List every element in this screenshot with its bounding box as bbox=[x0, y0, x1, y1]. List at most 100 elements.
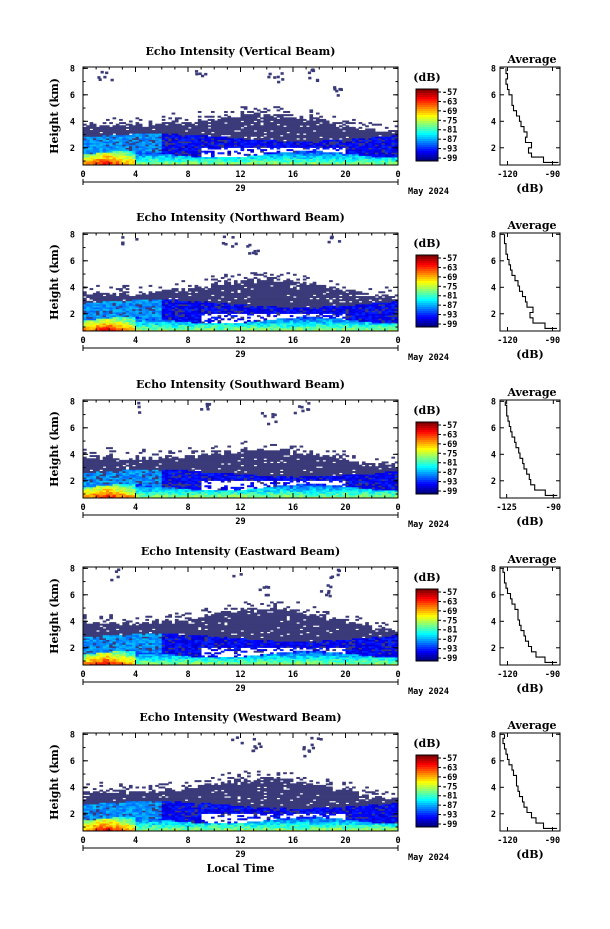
heatmap-cell bbox=[325, 134, 330, 137]
heatmap-cell bbox=[348, 122, 353, 125]
heatmap-cell bbox=[289, 153, 294, 156]
heatmap-cell bbox=[256, 141, 261, 144]
heatmap-cell bbox=[201, 137, 205, 140]
heatmap-cell bbox=[250, 291, 255, 294]
heatmap-cell bbox=[233, 310, 238, 313]
heatmap-cell bbox=[194, 300, 199, 303]
heatmap-cell bbox=[132, 327, 136, 330]
heatmap-cell bbox=[312, 297, 317, 300]
heatmap-cell bbox=[273, 294, 277, 297]
heatmap-cell bbox=[302, 319, 307, 322]
heatmap-cell bbox=[283, 144, 287, 147]
heatmap-cell bbox=[348, 152, 353, 155]
heatmap-cell bbox=[335, 157, 340, 160]
heatmap-cell bbox=[260, 161, 264, 164]
heatmap-cell bbox=[270, 297, 274, 300]
heatmap-cell bbox=[296, 160, 300, 163]
heatmap-cell bbox=[99, 324, 104, 327]
heatmap-cell bbox=[289, 117, 294, 120]
heatmap-cell bbox=[348, 130, 353, 133]
heatmap-cell bbox=[322, 125, 327, 128]
heatmap-cell bbox=[270, 326, 274, 329]
heatmap-cell bbox=[158, 123, 163, 126]
heatmap-cell bbox=[230, 125, 235, 128]
heatmap-cell bbox=[188, 125, 192, 128]
heatmap-cell bbox=[96, 307, 100, 310]
heatmap-cell bbox=[283, 311, 287, 314]
heatmap-cell bbox=[293, 130, 297, 133]
heatmap-cell bbox=[207, 307, 212, 310]
heatmap-cell bbox=[388, 149, 392, 152]
heatmap-cell bbox=[217, 131, 222, 134]
heatmap-cell bbox=[296, 150, 300, 153]
heatmap-cell bbox=[230, 134, 235, 137]
heatmap-cell bbox=[128, 305, 133, 308]
heatmap-cell bbox=[105, 292, 110, 295]
colorbar-segment bbox=[416, 107, 438, 110]
y-tick-label: 8 bbox=[70, 64, 75, 74]
heatmap-cell bbox=[270, 163, 274, 166]
heatmap-cell bbox=[240, 311, 245, 314]
heatmap-cell bbox=[105, 118, 110, 121]
heatmap-cell bbox=[125, 307, 130, 310]
heatmap-cell bbox=[89, 327, 94, 330]
heatmap-cell bbox=[345, 289, 350, 292]
heatmap-cell bbox=[352, 150, 356, 153]
heatmap-cell bbox=[128, 126, 133, 129]
heatmap-cell bbox=[89, 302, 94, 305]
heatmap-cell bbox=[253, 296, 258, 299]
heatmap-cell bbox=[352, 126, 356, 129]
heatmap-cell bbox=[263, 118, 268, 121]
heatmap-cell bbox=[165, 163, 169, 166]
heatmap-cell bbox=[112, 152, 117, 155]
heatmap-cell bbox=[263, 291, 268, 294]
heatmap-cell bbox=[273, 292, 277, 295]
heatmap-cell bbox=[217, 315, 222, 318]
heatmap-cell bbox=[293, 307, 297, 310]
heatmap-cell bbox=[283, 323, 287, 326]
heatmap-cell bbox=[145, 155, 150, 158]
heatmap-cell bbox=[168, 161, 172, 164]
heatmap-cell bbox=[322, 142, 327, 145]
heatmap-cell bbox=[224, 281, 228, 284]
heatmap-cell bbox=[270, 126, 274, 129]
heatmap-cell bbox=[266, 307, 271, 310]
heatmap-cell bbox=[135, 308, 140, 311]
heatmap-cell bbox=[158, 160, 163, 163]
heatmap-cell bbox=[276, 161, 281, 164]
heatmap-cell bbox=[306, 313, 310, 316]
colorbar-frame bbox=[415, 88, 439, 162]
heatmap-cell bbox=[135, 149, 140, 152]
heatmap-cell bbox=[161, 311, 166, 314]
heatmap-cell bbox=[276, 137, 281, 140]
heatmap-cell bbox=[115, 299, 120, 302]
heatmap-cell bbox=[273, 289, 277, 292]
heatmap-cell bbox=[197, 299, 202, 302]
heatmap-cell bbox=[322, 120, 327, 123]
heatmap-cell bbox=[109, 128, 113, 131]
heatmap-cell bbox=[283, 145, 287, 148]
heatmap-cell bbox=[155, 294, 159, 297]
heatmap-cell bbox=[335, 297, 340, 300]
heatmap-cell bbox=[266, 115, 271, 118]
heatmap-cell bbox=[315, 326, 320, 329]
heatmap-cell bbox=[145, 329, 150, 332]
heatmap-cell bbox=[119, 128, 123, 131]
heatmap-cell bbox=[365, 313, 369, 316]
heatmap-cell bbox=[266, 281, 271, 284]
heatmap-cell bbox=[224, 161, 228, 164]
heatmap-cell bbox=[243, 139, 248, 142]
heatmap-cell bbox=[289, 305, 294, 308]
heatmap-cell bbox=[197, 329, 202, 332]
heatmap-cell bbox=[158, 286, 163, 289]
heatmap-cell bbox=[302, 134, 307, 137]
heatmap-cell bbox=[315, 310, 320, 313]
heatmap-cell bbox=[86, 130, 90, 133]
heatmap-cell bbox=[109, 161, 113, 164]
heatmap-cell bbox=[299, 155, 304, 158]
heatmap-cell bbox=[266, 291, 271, 294]
heatmap-cell bbox=[135, 305, 140, 308]
heatmap-cell bbox=[125, 319, 130, 322]
heatmap-cell bbox=[89, 126, 94, 129]
heatmap-cell bbox=[145, 142, 150, 145]
